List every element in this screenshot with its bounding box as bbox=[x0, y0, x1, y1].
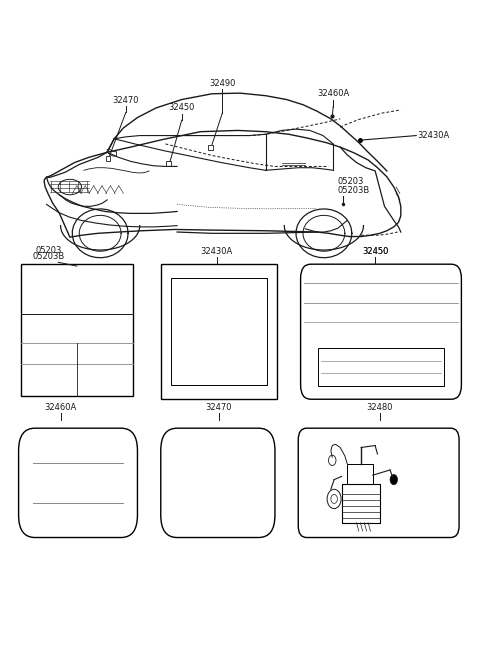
Circle shape bbox=[390, 474, 397, 485]
Text: 05203: 05203 bbox=[338, 177, 364, 186]
Text: 32430A: 32430A bbox=[417, 131, 449, 140]
Text: 32450: 32450 bbox=[168, 103, 195, 112]
Text: 32460A: 32460A bbox=[45, 403, 77, 412]
Text: 32430A: 32430A bbox=[201, 247, 233, 256]
Text: 32460A: 32460A bbox=[317, 89, 349, 99]
Bar bbox=[208, 145, 213, 150]
Text: 32450: 32450 bbox=[362, 247, 388, 256]
Bar bbox=[318, 348, 444, 386]
Text: 05203B: 05203B bbox=[33, 252, 65, 261]
Text: 32480: 32480 bbox=[367, 403, 393, 412]
Text: 05203B: 05203B bbox=[338, 186, 370, 194]
Bar bbox=[347, 464, 373, 484]
Text: 32450: 32450 bbox=[362, 248, 388, 256]
Bar bbox=[21, 264, 133, 396]
Text: 32490: 32490 bbox=[209, 79, 236, 88]
Bar bbox=[106, 156, 110, 161]
Text: 05203: 05203 bbox=[36, 246, 62, 254]
Text: 32470: 32470 bbox=[206, 403, 232, 412]
Bar bbox=[342, 484, 380, 523]
Bar bbox=[161, 264, 277, 399]
Bar bbox=[167, 161, 171, 166]
Text: 32470: 32470 bbox=[112, 96, 139, 104]
Bar bbox=[171, 279, 267, 385]
